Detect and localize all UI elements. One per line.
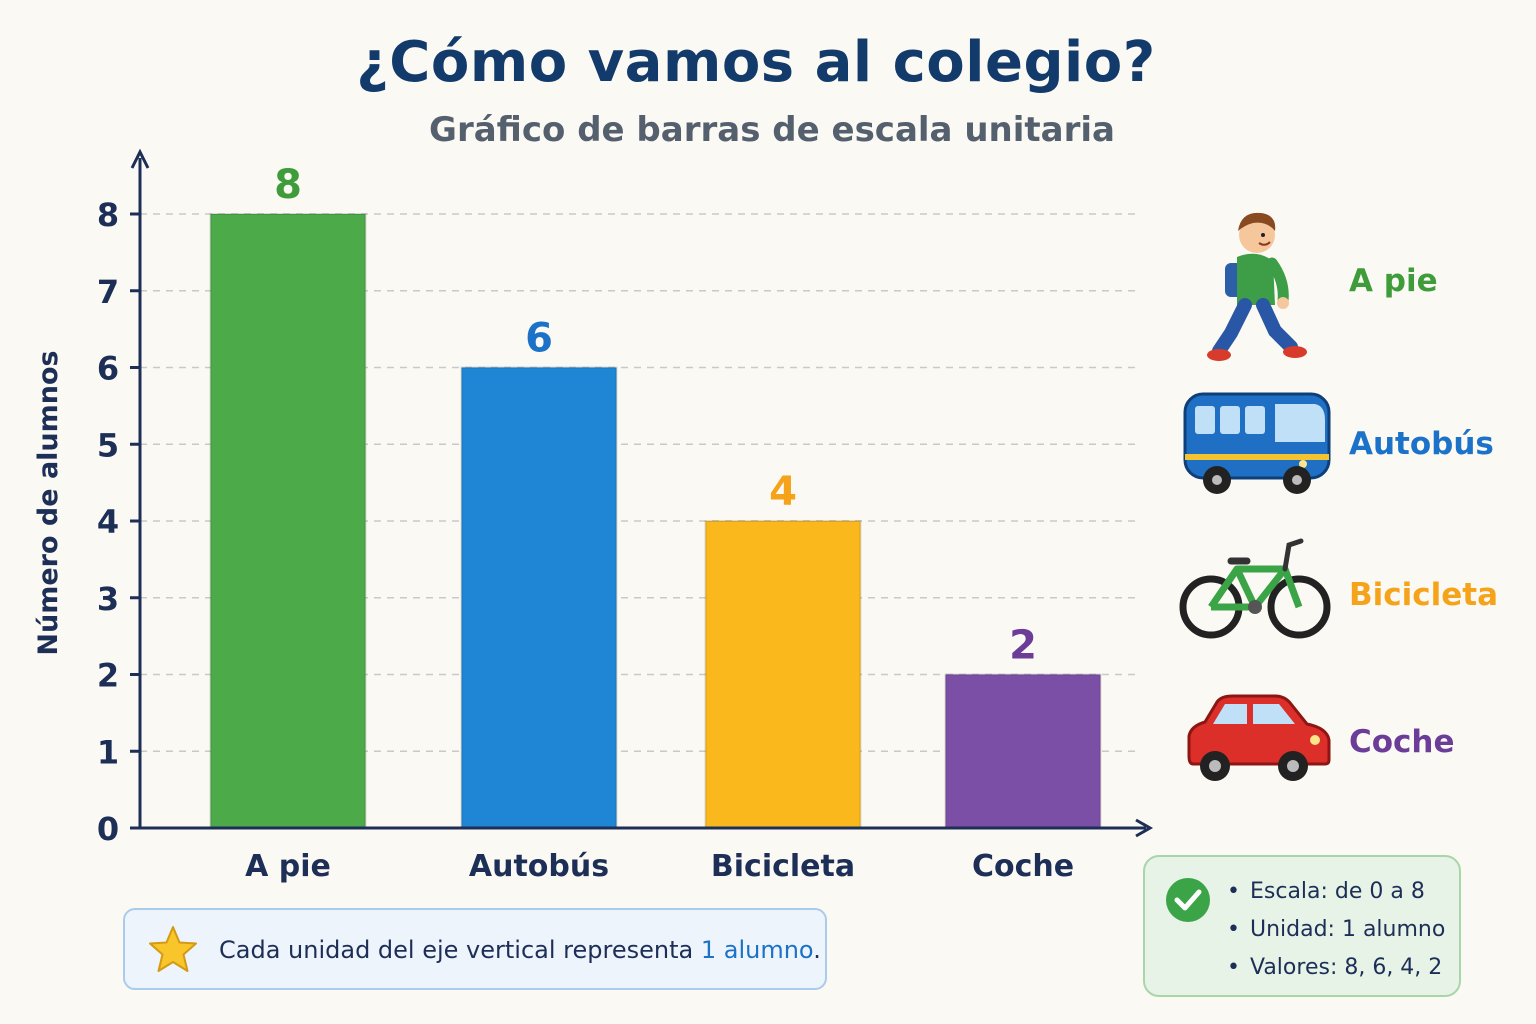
star-icon	[149, 926, 197, 972]
legend-label-autobus: Autobús	[1349, 426, 1494, 462]
bus-icon	[1183, 392, 1331, 494]
note-text-start: Cada unidad del eje vertical representa	[219, 936, 701, 964]
note-highlight: 1 alumno	[700, 936, 814, 964]
bar-chart: 0 1 2 3 4 5 6 7 8 A pie Autobús Bicicleta Coche 8 6 4…	[33, 148, 1154, 884]
info-item-values: Valores: 8, 6, 4, 2	[1227, 951, 1445, 989]
y-axis-arrow	[130, 148, 150, 169]
legend-item-a-pie: A pie	[1175, 205, 1505, 361]
y-tick-label: 8	[97, 196, 119, 234]
check-icon	[1166, 878, 1210, 922]
legend-item-bicicleta: Bicicleta	[1175, 535, 1505, 665]
data-labels: 8 6 4 2	[274, 162, 1037, 669]
bars	[209, 213, 1102, 829]
car-icon	[1187, 694, 1331, 781]
data-label: 2	[1009, 623, 1037, 669]
data-label: 4	[769, 469, 797, 515]
x-tick-label: Coche	[972, 849, 1074, 884]
legend-item-coche: Coche	[1175, 690, 1505, 820]
grid-lines	[140, 213, 1135, 752]
chart-subtitle: Gráfico de barras de escala unitaria	[429, 110, 1115, 150]
y-tick-label: 7	[97, 273, 119, 311]
walking-child-icon	[1207, 212, 1307, 361]
x-axis-arrow	[1135, 818, 1154, 838]
info-box: Escala: de 0 a 8 Unidad: 1 alumno Valore…	[1143, 855, 1461, 997]
bar-4	[944, 673, 1102, 829]
y-tick-label: 6	[97, 350, 119, 388]
legend-label-a-pie: A pie	[1349, 263, 1438, 299]
bicycle-icon	[1179, 538, 1331, 639]
info-item-scale: Escala: de 0 a 8	[1227, 875, 1445, 913]
note-box: Cada unidad del eje vertical representa …	[123, 908, 827, 990]
x-tick-label: Autobús	[469, 849, 609, 884]
chart-title: ¿Cómo vamos al colegio?	[356, 30, 1156, 95]
bar-3	[704, 520, 862, 829]
x-tick-label: A pie	[245, 849, 331, 884]
y-tick-label: 3	[97, 580, 119, 618]
x-tick-labels: A pie Autobús Bicicleta Coche	[245, 849, 1074, 884]
legend-item-autobus: Autobús	[1175, 390, 1505, 520]
y-tick-label: 5	[97, 426, 119, 464]
y-tick-labels: 0 1 2 3 4 5 6 7 8	[97, 196, 119, 848]
y-tick-label: 4	[97, 503, 119, 541]
legend-label-bicicleta: Bicicleta	[1349, 577, 1499, 613]
axes	[130, 148, 1154, 838]
data-label: 8	[274, 162, 302, 208]
y-tick-label: 1	[97, 733, 119, 771]
y-tick-label: 2	[97, 657, 119, 695]
info-list: Escala: de 0 a 8 Unidad: 1 alumno Valore…	[1227, 875, 1445, 989]
y-tick-label: 0	[97, 810, 119, 848]
bar-2	[460, 366, 618, 829]
data-label: 6	[525, 316, 553, 362]
bar-1	[209, 213, 367, 829]
y-axis-label: Número de alumnos	[33, 350, 64, 655]
info-item-unit: Unidad: 1 alumno	[1227, 913, 1445, 951]
x-tick-label: Bicicleta	[711, 849, 855, 884]
note-text-end: .	[813, 936, 821, 964]
note-text: Cada unidad del eje vertical representa …	[219, 936, 821, 964]
legend-label-coche: Coche	[1349, 724, 1455, 760]
